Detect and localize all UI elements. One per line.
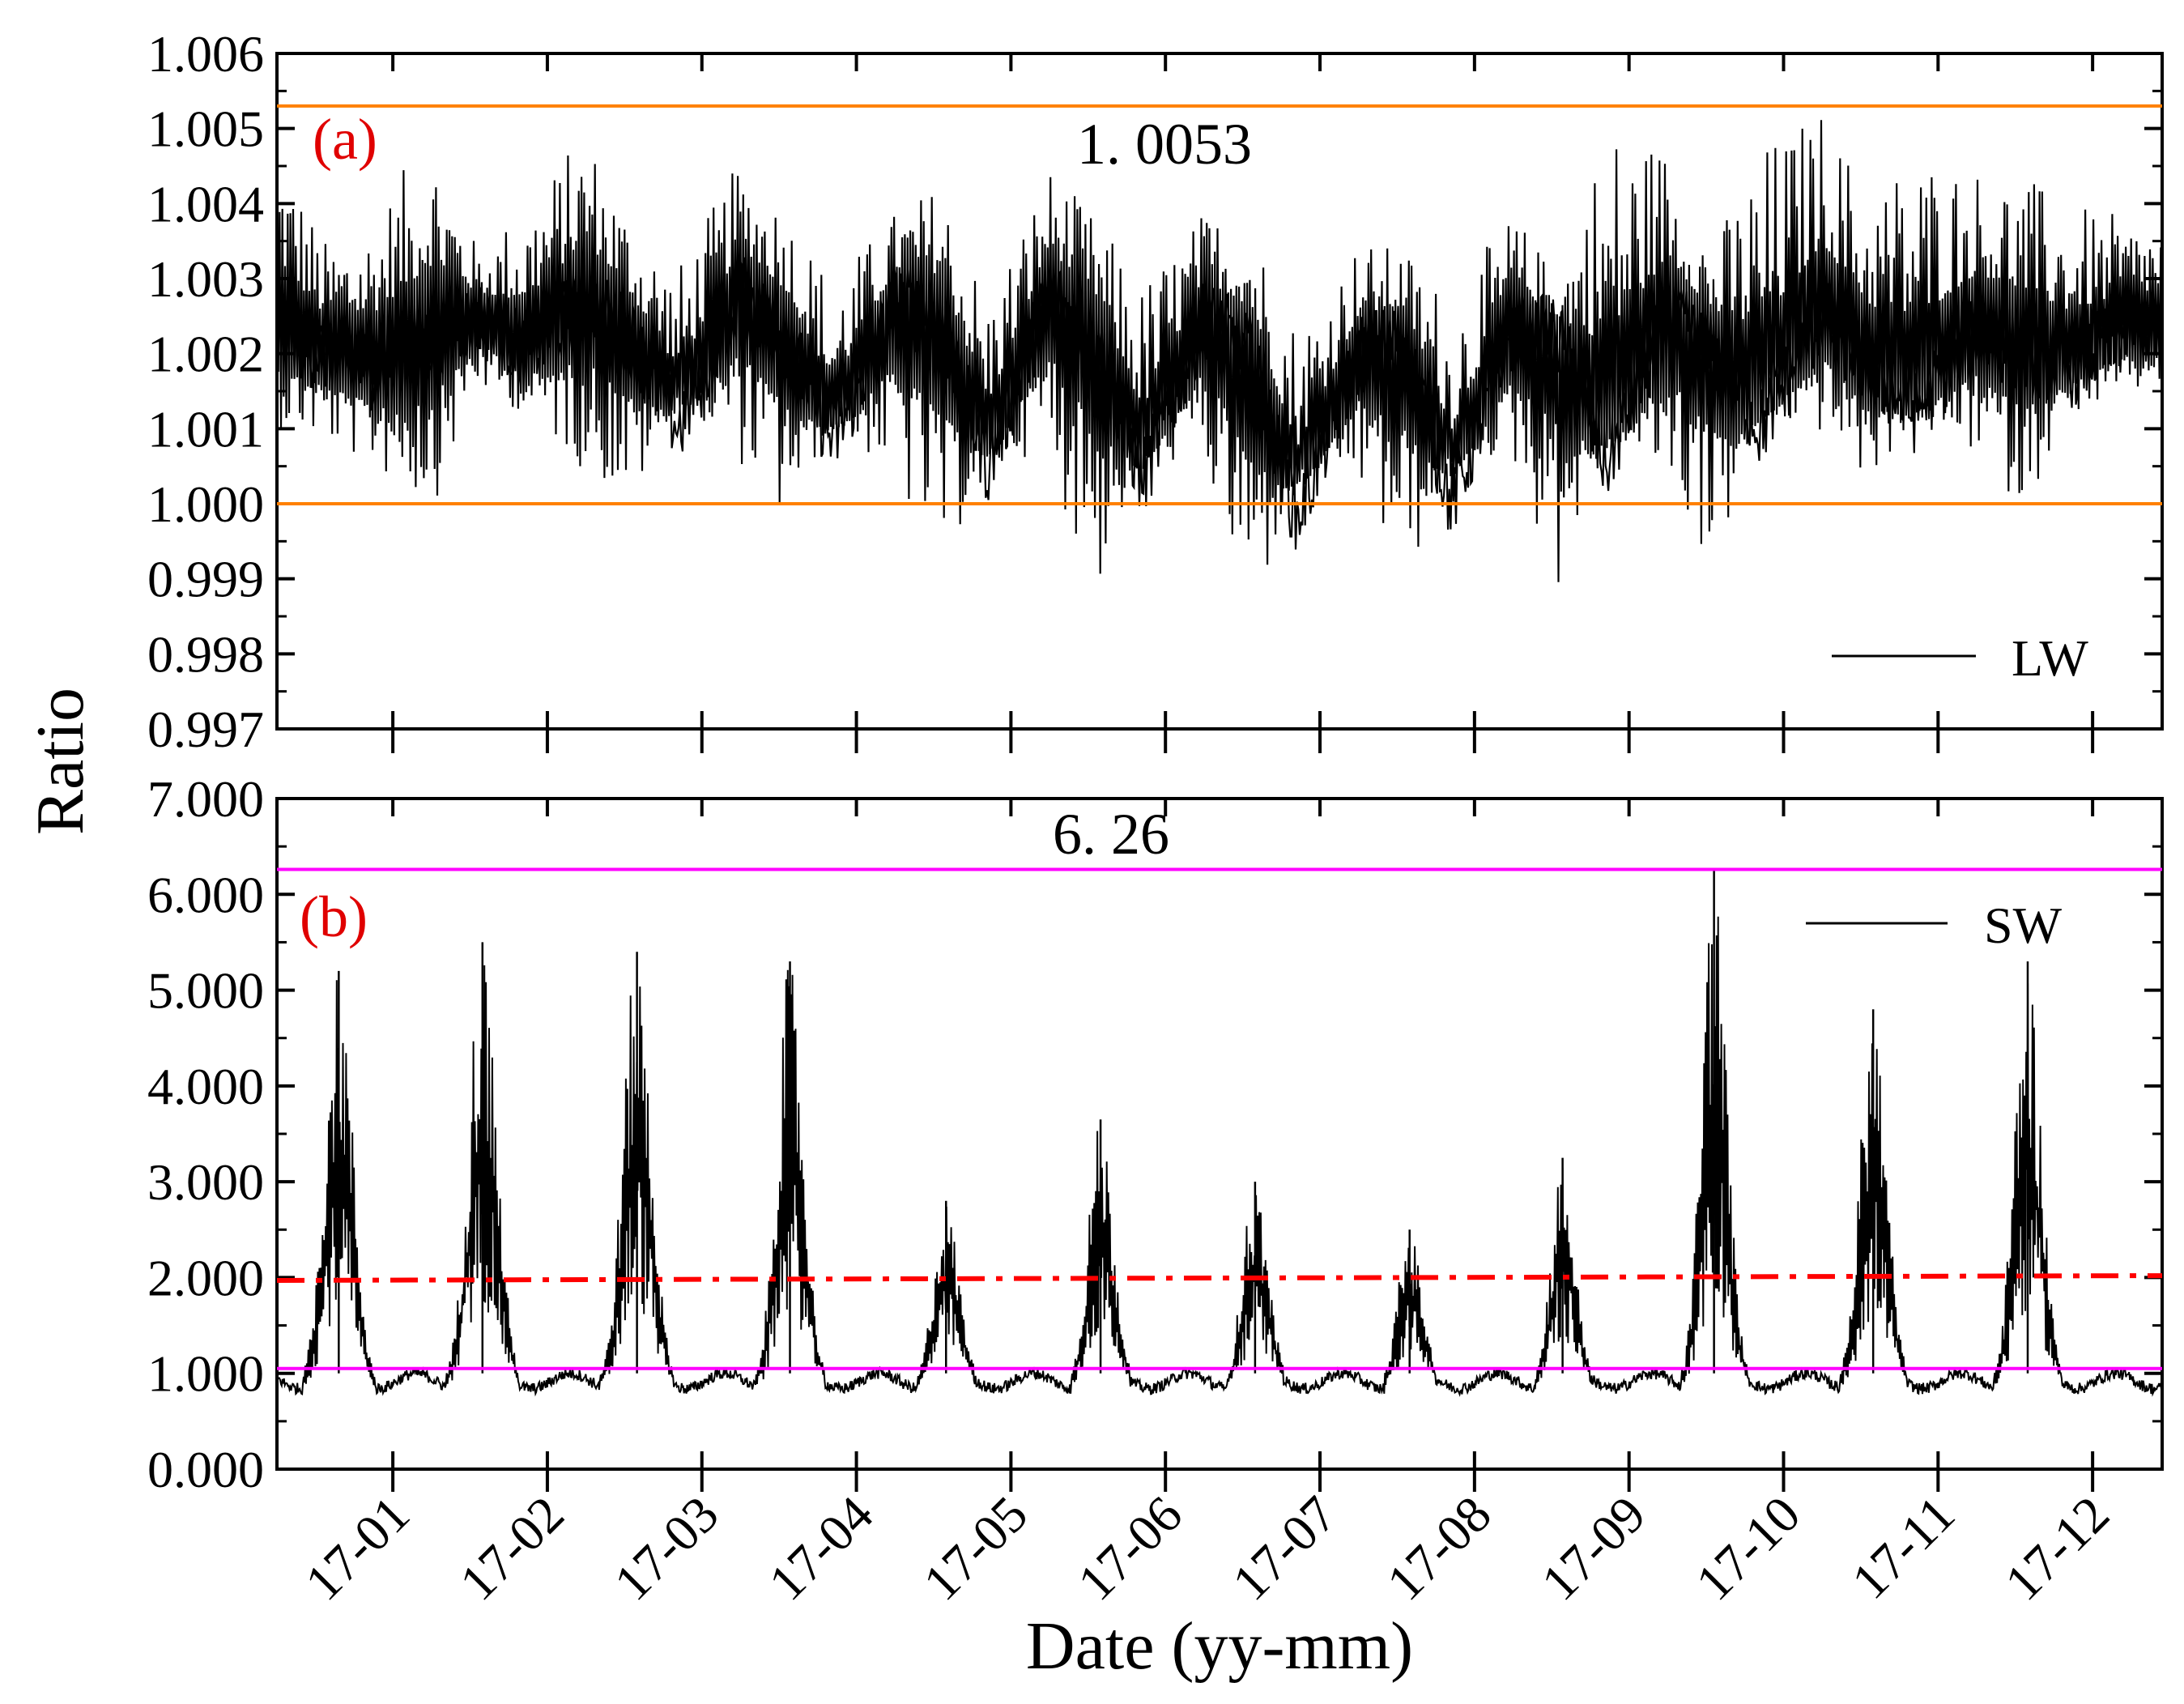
- lw-series-line: [277, 120, 2162, 582]
- y-axis-title: Ratio: [23, 688, 98, 835]
- a-ytick-label: 1.003: [147, 250, 264, 308]
- a-ytick-label: 1.005: [147, 100, 264, 158]
- b-ytick-label: 7.000: [147, 770, 264, 828]
- panel-label-b: (b): [300, 884, 368, 949]
- a-ytick-label: 1.000: [147, 475, 264, 533]
- b-xtick-label: 17-06: [1066, 1485, 1193, 1612]
- lw-series-core: [277, 257, 2162, 550]
- a-ytick-label: 0.999: [147, 551, 264, 608]
- b-ytick-label: 2.000: [147, 1249, 264, 1306]
- b-xtick-label: 17-04: [758, 1485, 884, 1612]
- annotation-b-max: 6. 26: [1053, 802, 1169, 867]
- b-xtick-label: 17-01: [294, 1485, 420, 1612]
- a-ytick-label: 0.998: [147, 625, 264, 683]
- a-ytick-label: 1.004: [147, 175, 264, 232]
- a-ytick-label: 1.006: [147, 25, 264, 83]
- b-ytick-label: 0.000: [147, 1441, 264, 1498]
- b-ytick-label: 5.000: [147, 962, 264, 1020]
- b-xtick-label: 17-02: [449, 1485, 575, 1612]
- b-xtick-label: 17-10: [1685, 1485, 1811, 1612]
- legend-b-label: SW: [1984, 897, 2063, 954]
- b-xtick-label: 17-05: [913, 1485, 1039, 1612]
- panel-label-a: (a): [313, 107, 377, 172]
- b-ytick-label: 4.000: [147, 1058, 264, 1115]
- annotation-a-max: 1. 0053: [1077, 112, 1252, 177]
- b-xtick-label: 17-09: [1531, 1485, 1657, 1612]
- b-reference-line: [276, 1273, 2163, 1283]
- b-xtick-label: 17-12: [1994, 1485, 2120, 1612]
- b-xtick-label: 17-08: [1376, 1485, 1502, 1612]
- sw-series-line: [277, 916, 2162, 1397]
- b-ytick-label: 3.000: [147, 1153, 264, 1211]
- b-xtick-label: 17-11: [1841, 1485, 1965, 1610]
- a-ytick-label: 1.002: [147, 326, 264, 383]
- legend-a-label: LW: [2012, 629, 2088, 687]
- a-ytick-label: 1.001: [147, 400, 264, 458]
- b-xtick-label: 17-03: [603, 1485, 730, 1612]
- a-ytick-label: 0.997: [147, 701, 264, 758]
- b-ytick-label: 1.000: [147, 1345, 264, 1403]
- x-axis-title: Date (yy-mm): [1026, 1608, 1413, 1684]
- b-xtick-label: 17-07: [1221, 1485, 1347, 1612]
- b-ytick-label: 6.000: [147, 866, 264, 923]
